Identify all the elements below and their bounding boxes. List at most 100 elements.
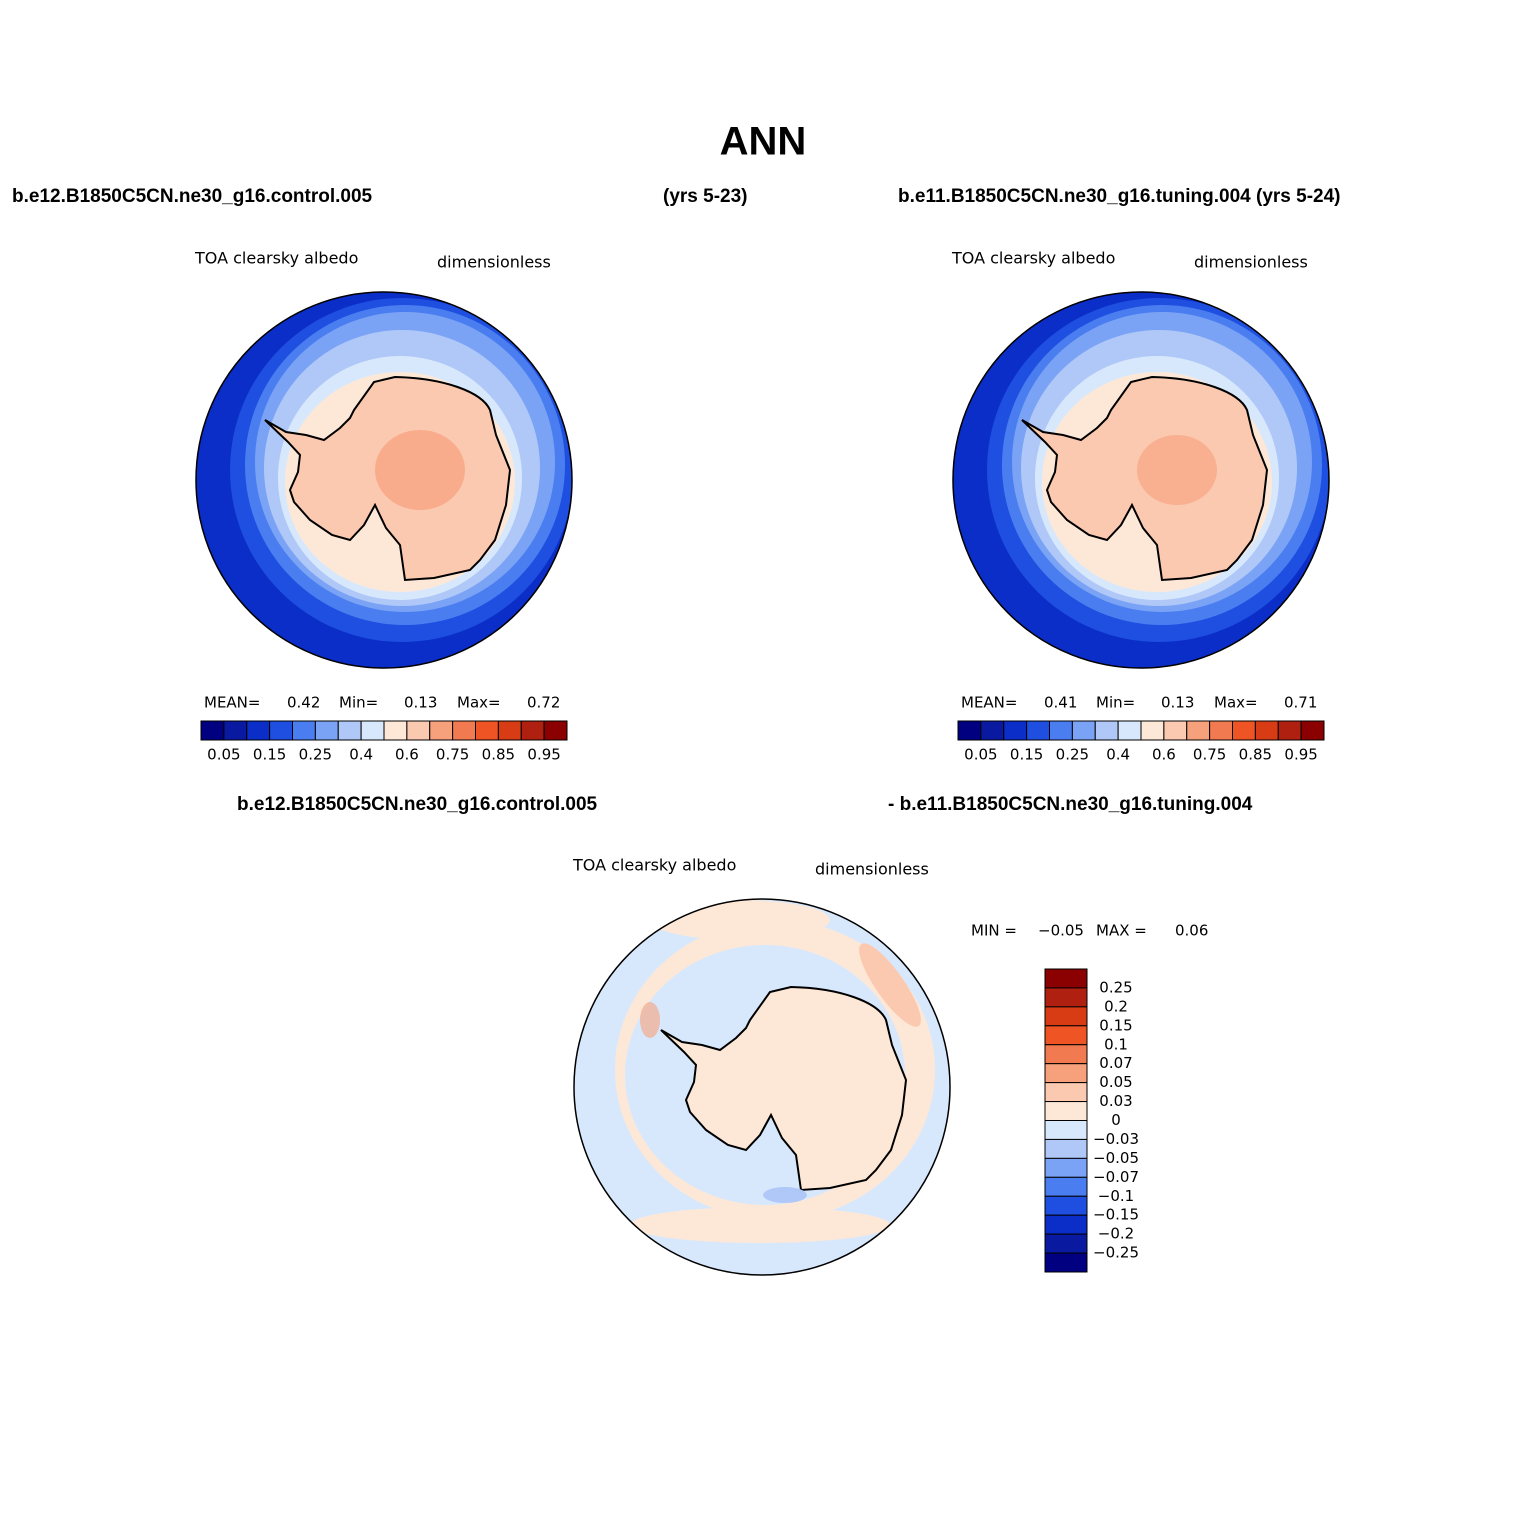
stat: Max= (457, 694, 501, 712)
colorbar-box (406, 720, 431, 741)
units-label: dimensionless (1194, 253, 1308, 272)
colorbar-box (1044, 1214, 1088, 1235)
colorbar-label: 0.15 (253, 746, 286, 764)
colorbar-box (360, 720, 385, 741)
colorbar-label: 0.85 (1239, 746, 1272, 764)
map (574, 899, 950, 1275)
colorbar-box (1094, 720, 1119, 741)
colorbar-box (1044, 987, 1088, 1008)
stat: 0.41 (1044, 694, 1077, 712)
map (196, 292, 572, 668)
stat: Min= (339, 694, 378, 712)
colorbar-box (543, 720, 568, 741)
stat: −0.05 (1038, 922, 1084, 940)
stats: MEAN= 0.42 Min= 0.13 Max= 0.72 (204, 694, 560, 712)
colorbar-label: 0.07 (1099, 1054, 1132, 1072)
colorbar-label: 0.4 (1106, 746, 1130, 764)
stat: 0.13 (1161, 694, 1194, 712)
colorbar-label: 0.95 (1284, 746, 1317, 764)
stat: 0.42 (287, 694, 320, 712)
stat: Min= (1096, 694, 1135, 712)
colorbar-box (1277, 720, 1302, 741)
colorbar-box (314, 720, 339, 741)
colorbar-label: 0.25 (1099, 978, 1132, 996)
units-label: dimensionless (437, 253, 551, 272)
colorbar-label: 0.15 (1099, 1016, 1132, 1034)
colorbar-box (1186, 720, 1211, 741)
colorbar-box (1044, 1101, 1088, 1121)
colorbar-label: −0.05 (1093, 1149, 1139, 1167)
colorbar-label: 0.03 (1099, 1092, 1132, 1110)
colorbar-box (957, 720, 982, 741)
colorbar-box (1140, 720, 1165, 741)
colorbar-label: 0.75 (436, 746, 469, 764)
colorbar-label: 0.6 (395, 746, 419, 764)
variable-label: TOA clearsky albedo (951, 249, 1115, 268)
colorbar-label: 0.95 (527, 746, 560, 764)
colorbar-box (1254, 720, 1279, 741)
colorbar-box (1044, 1006, 1088, 1027)
colorbar-box (269, 720, 293, 741)
colorbar-label: 0.6 (1152, 746, 1176, 764)
colorbar-box (475, 720, 499, 741)
colorbar-label: −0.25 (1093, 1244, 1139, 1262)
variable-label: TOA clearsky albedo (572, 856, 736, 875)
colorbar-box (1232, 720, 1256, 741)
colorbar-label: 0.85 (482, 746, 515, 764)
figure-title: ANN (720, 120, 807, 164)
colorbar-box (452, 720, 476, 741)
colorbar-box (1044, 1157, 1088, 1178)
map (953, 292, 1329, 668)
colorbar-label: 0.25 (299, 746, 332, 764)
colorbar-label: −0.07 (1093, 1168, 1139, 1186)
colorbar-box (429, 720, 454, 741)
colorbar-box (1044, 1082, 1088, 1103)
colorbar-label: 0.4 (349, 746, 373, 764)
colorbar-box (1044, 1120, 1088, 1140)
colorbar-box (1026, 720, 1050, 741)
colorbar-box (1044, 1063, 1088, 1084)
colorbar-box (1044, 1252, 1088, 1273)
colorbar-box (200, 720, 225, 741)
colorbar-label: 0 (1111, 1111, 1121, 1129)
colorbar-box (520, 720, 545, 741)
stat: 0.71 (1284, 694, 1317, 712)
colorbar-box (1003, 720, 1028, 741)
colorbar-label: 0.25 (1056, 746, 1089, 764)
colorbar-box (292, 720, 316, 741)
colorbar-box (246, 720, 271, 741)
colorbar-label: −0.03 (1093, 1130, 1139, 1148)
stats: MEAN= 0.41 Min= 0.13 Max= 0.71 (961, 694, 1317, 712)
colorbar-label: 0.15 (1010, 746, 1043, 764)
colorbar-box (980, 720, 1005, 741)
stat: 0.06 (1175, 922, 1208, 940)
variable-label: TOA clearsky albedo (194, 249, 358, 268)
colorbar-label: 0.05 (1099, 1073, 1132, 1091)
colorbar-box (1209, 720, 1233, 741)
colorbar-label: 0.2 (1104, 997, 1128, 1015)
units-label: dimensionless (815, 860, 929, 879)
colorbar-label: −0.15 (1093, 1206, 1139, 1224)
map-border (573, 898, 951, 1276)
colorbar-box (1044, 968, 1088, 989)
stat: MAX = (1096, 922, 1147, 940)
colorbar-box (497, 720, 522, 741)
colorbar-box (1049, 720, 1073, 741)
colorbar-box (223, 720, 248, 741)
case-header: b.e11.B1850C5CN.ne30_g16.tuning.004 (yrs… (898, 186, 1340, 207)
colorbar-label: −0.2 (1098, 1225, 1134, 1243)
colorbar-box (1044, 1138, 1088, 1159)
colorbar-label: −0.1 (1098, 1187, 1134, 1205)
colorbar-label: 0.05 (207, 746, 240, 764)
case-header: b.e12.B1850C5CN.ne30_g16.control.005 (12, 186, 373, 207)
diff-header: b.e12.B1850C5CN.ne30_g16.control.005 (237, 794, 598, 815)
colorbar-box (1300, 720, 1325, 741)
colorbar-label: 0.75 (1193, 746, 1226, 764)
stat: Max= (1214, 694, 1258, 712)
colorbar-label: 0.05 (964, 746, 997, 764)
diff-header: - b.e11.B1850C5CN.ne30_g16.tuning.004 (888, 794, 1253, 815)
stat: 0.72 (527, 694, 560, 712)
stat: 0.13 (404, 694, 437, 712)
map-border (952, 291, 1330, 669)
